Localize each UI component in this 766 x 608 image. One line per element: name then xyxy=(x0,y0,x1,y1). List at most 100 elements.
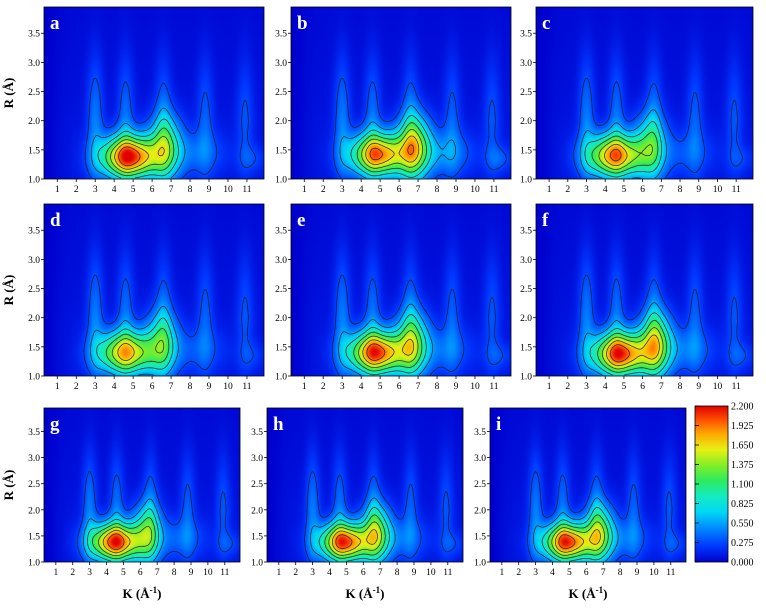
contour-h-5 xyxy=(331,529,378,553)
y-tick-label: 2.5 xyxy=(251,480,263,490)
panel-a: 1 2 3 4 5 6 7 8 9 10 11 1.0 1.5 2.0 2.5 3.0 3.5 a xyxy=(28,6,265,195)
y-tick-label: 3.5 xyxy=(275,30,287,40)
x-tick-label: 10 xyxy=(713,185,723,195)
heatmap-h xyxy=(267,408,463,562)
y-tick-label: 3.0 xyxy=(251,454,263,464)
y-tick-label: 2.5 xyxy=(474,480,486,490)
panel-f: 1 2 3 4 5 6 7 8 9 10 11 1.0 1.5 2.0 2.5 3.0 3.5 f xyxy=(520,203,754,392)
x-tick-label: 11 xyxy=(489,185,498,195)
y-tick-label: 3.5 xyxy=(28,227,40,237)
contour-b-2 xyxy=(350,115,432,178)
y-tick-label: 2.5 xyxy=(28,285,40,295)
contour-c-0 xyxy=(573,77,743,179)
x-tick-label: 2 xyxy=(565,382,570,392)
contour-g-4 xyxy=(98,525,153,557)
contour-h-6 xyxy=(335,534,353,550)
y-tick-label: 2.5 xyxy=(520,88,532,98)
contour-e-5 xyxy=(362,338,415,365)
x-tick-label: 4 xyxy=(359,382,364,392)
x-tick-label: 8 xyxy=(435,185,440,195)
plot-frame-a xyxy=(43,6,265,180)
colorbar-tick-label: 0.000 xyxy=(731,558,754,569)
y-tick-label: 3.0 xyxy=(275,59,287,69)
x-tick-label: 4 xyxy=(550,568,555,578)
contour-b-1 xyxy=(339,105,456,179)
heatmap-a xyxy=(44,7,264,179)
contour-a-3 xyxy=(105,127,175,177)
x-tick-label: 4 xyxy=(603,185,608,195)
y-axis-title: R (Å) xyxy=(1,275,16,306)
x-tick-label: 5 xyxy=(567,568,572,578)
contour-e-2 xyxy=(345,314,427,376)
colorbar-tick-label: 1.100 xyxy=(731,480,754,491)
x-tick-label: 10 xyxy=(223,382,233,392)
x-tick-label: 2 xyxy=(74,382,79,392)
contour-f-6 xyxy=(610,344,630,363)
x-tick-label: 7 xyxy=(416,382,421,392)
x-tick-label: 3 xyxy=(93,382,98,392)
x-tick-label: 2 xyxy=(293,568,298,578)
contour-f-5 xyxy=(606,334,660,367)
x-tick-label: 6 xyxy=(640,382,645,392)
contour-h-1 xyxy=(310,497,396,562)
x-tick-label: 3 xyxy=(87,568,92,578)
x-tick-label: 4 xyxy=(104,568,109,578)
contour-d-5 xyxy=(117,343,135,361)
contour-e-6 xyxy=(366,343,386,361)
colorbar: 2.200 1.925 1.650 1.375 1.100 0.825 0.550 0.275… xyxy=(694,402,754,569)
panel-label-b: b xyxy=(297,13,308,34)
contour-d-4 xyxy=(111,338,165,366)
x-tick-label: 11 xyxy=(242,382,251,392)
contour-g-3 xyxy=(92,517,156,560)
x-tick-label: 5 xyxy=(131,185,136,195)
x-tick-label: 9 xyxy=(189,568,194,578)
plot-frame-e xyxy=(290,203,512,377)
colorbar-tick-label: 0.825 xyxy=(731,499,754,510)
x-tick-label: 2 xyxy=(565,185,570,195)
x-tick-label: 8 xyxy=(188,382,193,392)
x-tick-label: 8 xyxy=(678,382,683,392)
x-tick-label: 10 xyxy=(649,568,659,578)
contour-i-1 xyxy=(533,497,619,562)
heatmap-i xyxy=(490,408,686,562)
x-tick-label: 5 xyxy=(344,568,349,578)
contour-e-1 xyxy=(338,303,434,376)
y-tick-label: 3.0 xyxy=(28,256,40,266)
plot-frame-i xyxy=(489,407,687,563)
x-tick-label: 10 xyxy=(223,185,233,195)
contour-g-6 xyxy=(107,533,125,550)
contour-b-6 xyxy=(369,144,415,161)
x-axis-title: K (Å-1) xyxy=(569,585,608,601)
x-tick-label: 9 xyxy=(696,382,701,392)
panel-e: 1 2 3 4 5 6 7 8 9 10 11 1.0 1.5 2.0 2.5 3.0 3.5 e xyxy=(275,203,512,392)
colorbar-tick-label: 0.275 xyxy=(731,538,754,549)
y-tick-label: 3.0 xyxy=(520,59,532,69)
x-tick-label: 7 xyxy=(416,185,421,195)
x-tick-label: 3 xyxy=(584,185,589,195)
heatmap-d xyxy=(44,204,264,376)
panel-label-d: d xyxy=(50,210,61,231)
contour-d-3 xyxy=(105,328,170,370)
contour-i-6 xyxy=(558,534,576,550)
panel-d: 1 2 3 4 5 6 7 8 9 10 11 1.0 1.5 2.0 2.5 3.0 3.5 d xyxy=(28,203,265,392)
contour-c-2 xyxy=(584,121,663,178)
y-tick-label: 3.0 xyxy=(474,454,486,464)
y-tick-label: 3.0 xyxy=(520,256,532,266)
heatmap-e xyxy=(291,204,511,376)
y-tick-label: 2.5 xyxy=(28,480,40,490)
x-tick-label: 4 xyxy=(359,185,364,195)
contour-b-5 xyxy=(365,135,420,165)
x-tick-label: 7 xyxy=(659,382,664,392)
y-tick-label: 1.5 xyxy=(28,343,40,353)
x-tick-label: 2 xyxy=(70,568,75,578)
contour-g-5 xyxy=(102,529,131,554)
x-tick-label: 9 xyxy=(207,382,212,392)
contour-h-4 xyxy=(328,521,382,556)
x-tick-label: 5 xyxy=(622,185,627,195)
x-tick-label: 8 xyxy=(172,568,177,578)
contour-d-0 xyxy=(83,274,254,376)
y-tick-label: 1.0 xyxy=(251,559,263,569)
x-tick-label: 1 xyxy=(55,382,60,392)
contour-a-6 xyxy=(118,146,141,167)
x-tick-label: 11 xyxy=(666,568,675,578)
